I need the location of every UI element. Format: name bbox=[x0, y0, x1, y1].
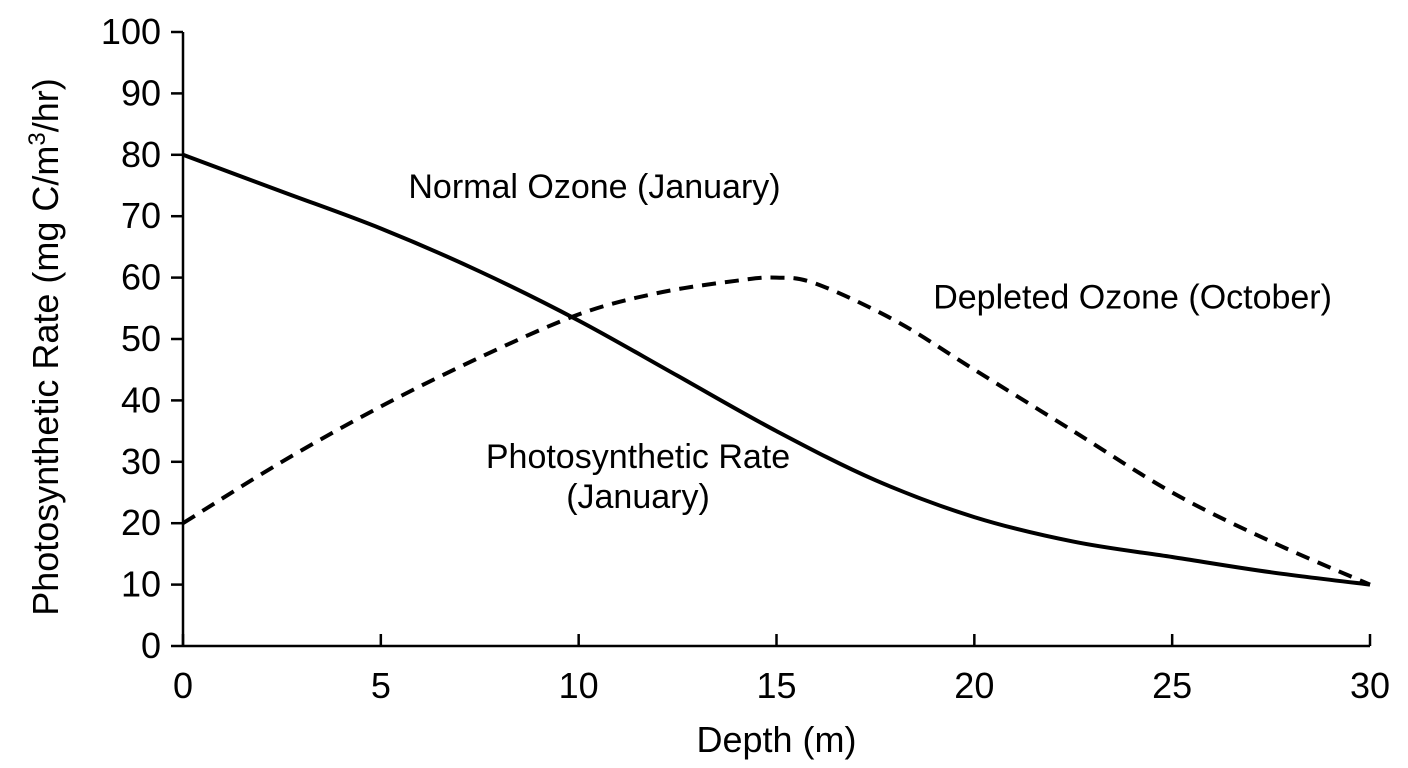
x-tick-label: 30 bbox=[1350, 665, 1390, 706]
y-tick-label: 100 bbox=[101, 11, 161, 52]
y-axis-ticks: 0 10 20 30 40 50 60 70 80 90 100 bbox=[101, 11, 183, 666]
y-axis-title-superscript: 3 bbox=[24, 132, 51, 145]
series-line-dashed bbox=[181, 275, 1371, 587]
y-tick-label: 80 bbox=[121, 134, 161, 175]
y-tick-label: 20 bbox=[121, 502, 161, 543]
series-line-solid bbox=[182, 152, 1371, 587]
x-tick-label: 10 bbox=[559, 665, 599, 706]
chart-annotation: Depleted Ozone (October) bbox=[933, 278, 1332, 316]
y-axis-title-end: /hr) bbox=[25, 78, 66, 132]
x-tick-label: 25 bbox=[1152, 665, 1192, 706]
chart-annotation: Normal Ozone (January) bbox=[408, 168, 780, 206]
y-tick-label: 10 bbox=[121, 564, 161, 605]
y-tick-label: 60 bbox=[121, 257, 161, 298]
y-tick-label: 0 bbox=[141, 625, 161, 666]
annotation-layer: Normal Ozone (January) Depleted Ozone (Oc… bbox=[408, 168, 1332, 516]
x-tick-label: 0 bbox=[173, 665, 193, 706]
y-tick-label: 40 bbox=[121, 379, 161, 420]
chart-annotation: (January) bbox=[566, 478, 710, 516]
x-tick-label: 5 bbox=[371, 665, 391, 706]
x-tick-label: 20 bbox=[954, 665, 994, 706]
y-tick-label: 30 bbox=[121, 441, 161, 482]
x-tick-label: 15 bbox=[756, 665, 796, 706]
y-tick-label: 50 bbox=[121, 318, 161, 359]
y-tick-label: 90 bbox=[121, 72, 161, 113]
y-axis-title-main: Photosynthetic Rate (mg C/m bbox=[25, 146, 66, 616]
x-axis-title: Depth (m) bbox=[696, 719, 856, 760]
x-axis-ticks: 0 5 10 15 20 25 30 bbox=[173, 634, 1390, 706]
axes bbox=[181, 32, 1370, 648]
y-axis-title: Photosynthetic Rate (mg C/m3/hr) bbox=[24, 78, 67, 616]
chart-annotation: Photosynthetic Rate bbox=[486, 438, 790, 476]
y-tick-label: 70 bbox=[121, 195, 161, 236]
series-layer bbox=[181, 152, 1371, 587]
